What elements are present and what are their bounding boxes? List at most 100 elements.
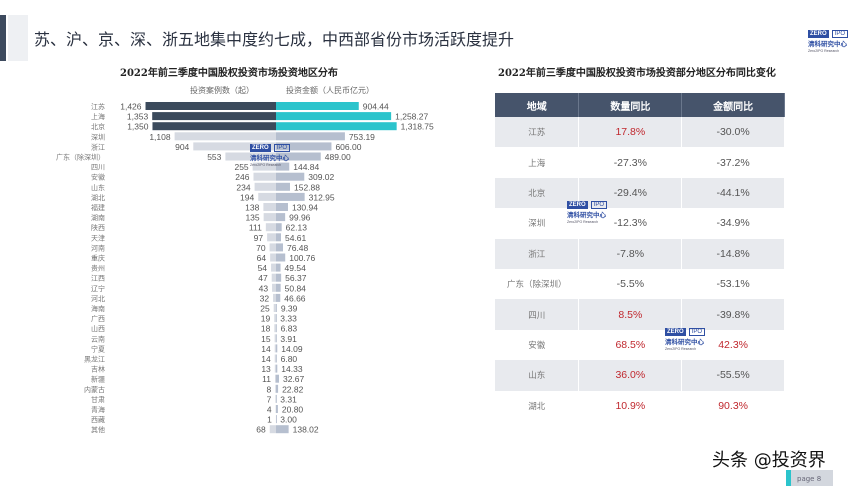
table-row: 深圳 -12.3% -34.9% [495, 208, 785, 239]
bar-amount [276, 293, 281, 302]
bar-amount [276, 223, 282, 232]
bar-amount [276, 192, 305, 201]
title-accent-bar [0, 15, 6, 61]
bar-amount [276, 172, 305, 181]
amount-yoy-cell: -14.8% [681, 238, 785, 269]
amount-label: 152.88 [294, 182, 320, 192]
logo-cn: 清科研究中心 [665, 339, 704, 346]
logo-ipo: IPO [831, 30, 849, 38]
chart-title: 2022年前三季度中国股权投资市场投资地区分布 [120, 68, 338, 79]
count-label: 64 [257, 253, 267, 263]
amount-yoy-cell: -55.5% [681, 360, 785, 391]
amount-label: 22.82 [282, 384, 304, 394]
legend-left-series: 投资案例数（起） [190, 86, 254, 95]
bar-count [270, 253, 276, 262]
bar-amount [276, 283, 281, 292]
region-cell: 江苏 [495, 117, 580, 148]
category-label: 湖北 [91, 193, 105, 202]
amount-label: 32.67 [283, 374, 305, 384]
bar-amount [276, 182, 290, 191]
amount-yoy-cell: -53.1% [681, 268, 785, 300]
bar-count [258, 192, 276, 201]
amount-label: 14.33 [281, 364, 303, 374]
count-label: 97 [254, 233, 264, 243]
count-yoy-cell: -7.8% [578, 238, 683, 269]
category-label: 甘肃 [91, 395, 105, 404]
bar-amount [276, 384, 279, 393]
watermark-logo: ZERO IPO 清科研究中心 Zero2IPO Research [567, 193, 611, 224]
category-label: 四川 [91, 164, 105, 172]
table-row: 四川 8.5% -39.8% [495, 299, 785, 330]
table-row: 湖北 10.9% 90.3% [495, 390, 785, 421]
bar-count [275, 384, 277, 393]
bar-count [274, 324, 276, 333]
bar-count [267, 233, 276, 242]
bar-count [271, 273, 276, 282]
header-amount-yoy: 金额同比 [681, 93, 785, 117]
count-label: 904 [175, 142, 189, 152]
bar-amount [276, 142, 332, 151]
bar-amount [276, 253, 286, 262]
category-label: 上海 [91, 112, 105, 121]
count-label: 255 [234, 162, 248, 172]
bar-amount [276, 405, 278, 413]
bar-count [253, 172, 276, 181]
region-cell: 北京 [495, 177, 580, 209]
amount-label: 138.02 [293, 425, 319, 435]
butterfly-chart: 江苏 1,426 904.44 上海 1,353 1,258.27 北京 1,350 1,318… [56, 102, 434, 435]
amount-label: 50.84 [285, 283, 307, 293]
amount-yoy-cell: -34.9% [681, 208, 785, 239]
category-label: 海南 [91, 304, 105, 313]
count-label: 25 [260, 304, 270, 314]
count-label: 246 [235, 172, 249, 182]
amount-label: 753.19 [349, 132, 375, 142]
count-label: 1,108 [149, 132, 171, 142]
logo-en: Zero2IPO Research [250, 163, 282, 167]
table-row: 上海 -27.3% -37.2% [495, 147, 785, 178]
region-cell: 深圳 [495, 208, 580, 239]
bar-amount [276, 213, 286, 222]
bar-amount [276, 415, 277, 424]
count-label: 18 [261, 324, 271, 334]
logo-cn: 清科研究中心 [250, 155, 289, 162]
table-row: 浙江 -7.8% -14.8% [495, 238, 785, 269]
count-yoy-cell: -27.3% [578, 147, 683, 178]
header-region: 地域 [495, 93, 580, 117]
amount-label: 20.80 [282, 405, 304, 415]
source-watermark: 头条 @投资界 [712, 450, 826, 471]
count-label: 14 [261, 354, 271, 364]
bar-amount [276, 354, 277, 363]
logo-cn: 清科研究中心 [808, 41, 847, 48]
bar-amount [276, 364, 278, 373]
amount-yoy-cell: 42.3% [681, 329, 785, 361]
count-label: 11 [262, 374, 271, 384]
count-yoy-cell: -5.5% [578, 268, 683, 300]
bar-count [252, 162, 276, 171]
category-label: 浙江 [91, 142, 105, 151]
bar-count [269, 243, 276, 252]
bar-count [274, 344, 276, 353]
category-label: 广西 [91, 314, 105, 323]
amount-label: 56.37 [285, 273, 307, 283]
count-label: 111 [249, 223, 262, 233]
logo-en: Zero2IPO Research [567, 220, 599, 224]
category-label: 江苏 [91, 102, 105, 111]
bar-amount [276, 394, 277, 403]
category-label: 其他 [91, 425, 105, 434]
category-label: 辽宁 [91, 284, 105, 293]
table-row: 安徽 68.5% 42.3% [495, 329, 785, 361]
bar-count [274, 314, 276, 323]
count-label: 43 [259, 283, 269, 293]
count-yoy-cell: 36.0% [578, 360, 683, 391]
category-label: 青海 [91, 405, 105, 414]
amount-label: 76.48 [287, 243, 309, 253]
count-label: 32 [260, 293, 270, 303]
bar-count [269, 425, 276, 434]
bar-count [254, 182, 276, 191]
amount-yoy-cell: 90.3% [681, 390, 785, 421]
category-label: 广东（除深圳） [56, 153, 105, 162]
category-label: 新疆 [91, 375, 105, 384]
count-label: 135 [245, 213, 259, 223]
region-cell: 浙江 [495, 238, 580, 269]
bar-count [274, 374, 276, 383]
